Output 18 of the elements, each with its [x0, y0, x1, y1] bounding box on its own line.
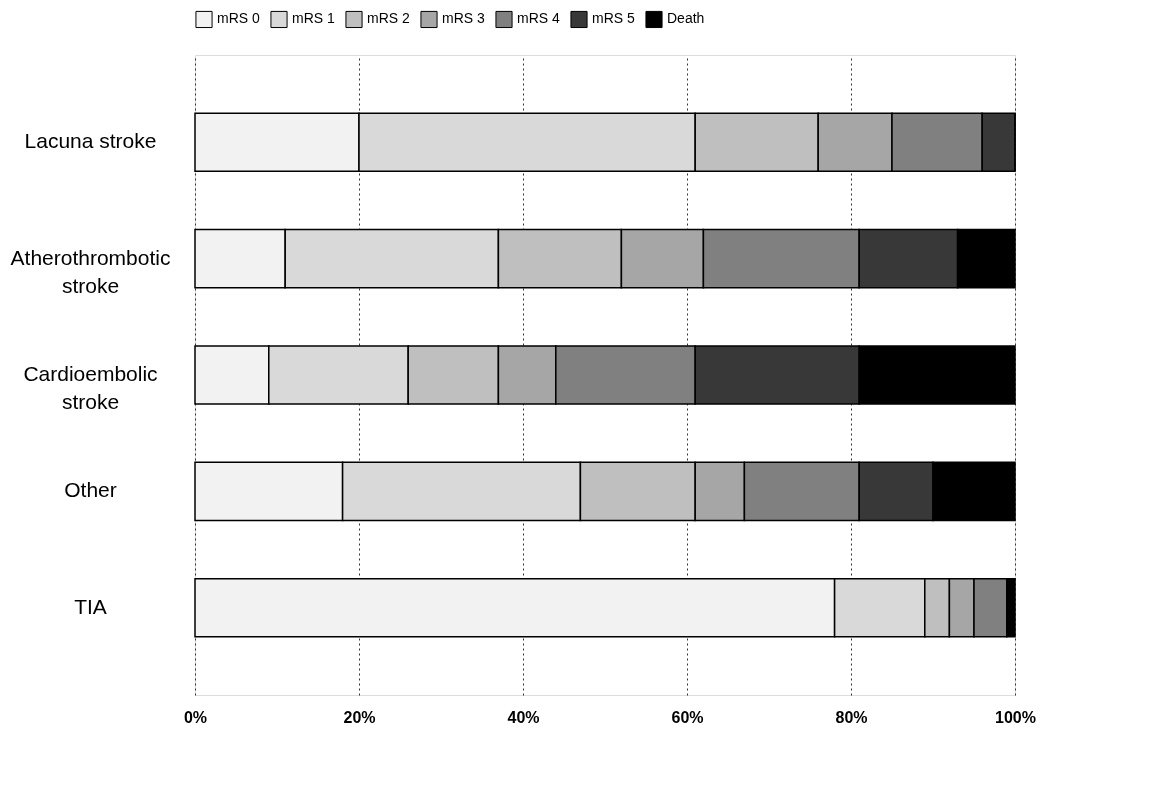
- y-tick-label: TIA: [74, 594, 107, 618]
- legend-label: mRS 4: [517, 10, 560, 27]
- legend-label: mRS 0: [217, 10, 260, 27]
- x-tick-label: 100%: [995, 708, 1036, 726]
- x-tick-label: 0%: [183, 708, 208, 726]
- y-tick-label: Cardioembolic stroke: [23, 362, 158, 413]
- x-tick-label: 60%: [671, 708, 704, 726]
- legend-label: mRS 2: [367, 10, 410, 27]
- x-tick-label: 20%: [343, 708, 376, 726]
- y-tick-label: Atherothrombotic stroke: [10, 245, 171, 297]
- legend-label: Death: [667, 10, 705, 27]
- legend-label: mRS 3: [442, 10, 485, 27]
- x-tick-label: 80%: [835, 708, 868, 726]
- y-tick-label: Other: [64, 478, 117, 502]
- x-tick-label: 40%: [507, 708, 540, 726]
- legend-label: mRS 1: [292, 10, 335, 27]
- legend-label: mRS 5: [592, 10, 635, 27]
- y-tick-label: Lacuna stroke: [24, 129, 157, 153]
